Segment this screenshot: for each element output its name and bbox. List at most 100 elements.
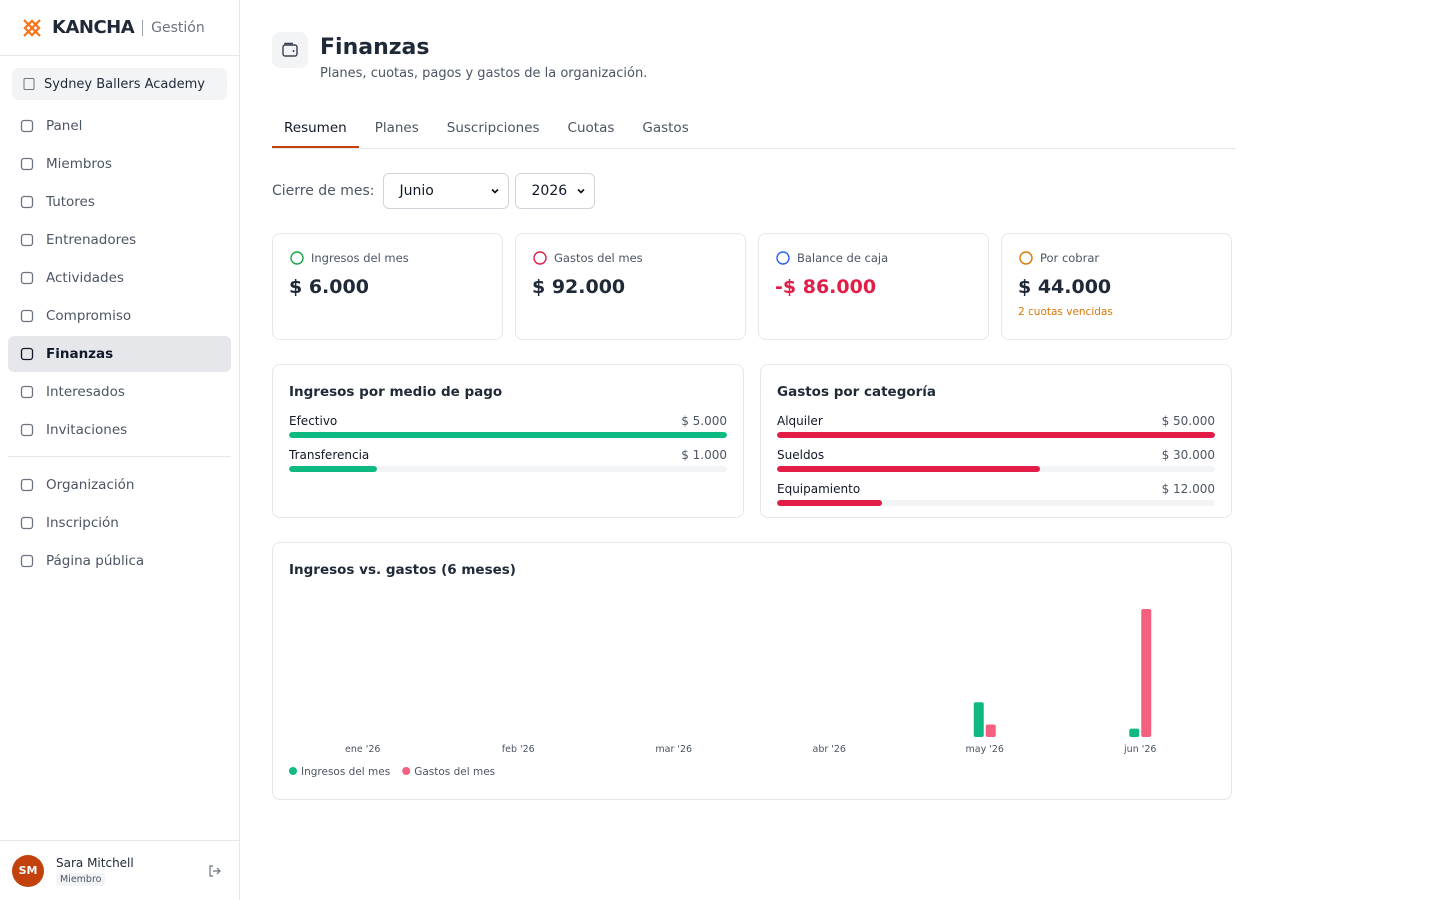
nav-label: Inscripción (46, 515, 119, 531)
filter-label: Cierre de mes: (272, 183, 375, 199)
nav: Panel Miembros Tutores Entrenadores Activida… (0, 106, 239, 448)
x-tick-label: abr '26 (813, 744, 846, 755)
nav-item[interactable]: Finanzas (8, 336, 231, 372)
page-title: Finanzas (320, 35, 430, 60)
nav-label: Compromiso (46, 308, 132, 324)
year-select[interactable]: 2026 (514, 173, 595, 209)
kpi-value: $ 44.000 (1018, 276, 1112, 298)
sidebar: KANCHA Gestión Sydney Ballers Academy Pa… (0, 0, 240, 900)
nav-label: Panel (46, 118, 83, 134)
kpi-card: Gastos del mes $ 92.000 (515, 233, 746, 340)
breakdown-track (289, 466, 727, 472)
icon (20, 309, 34, 323)
bar (985, 724, 996, 737)
x-tick-label: ene '26 (345, 744, 380, 755)
nav-item[interactable]: Panel (8, 108, 231, 144)
breakdown-row: Efectivo $ 5.000 (289, 414, 727, 438)
nav-label: Organización (46, 477, 135, 493)
nav-label: Entrenadores (46, 232, 137, 248)
icon-shape (20, 119, 34, 133)
nav-item[interactable]: Actividades (8, 260, 231, 296)
breakdown-card: Ingresos por medio de pago Efectivo $ 5.00… (272, 364, 744, 518)
nav-item[interactable]: Invitaciones (8, 412, 231, 448)
nav-label: Interesados (46, 384, 125, 400)
kpi-card: Ingresos del mes $ 6.000 (272, 233, 503, 340)
kpi-icon-shape (776, 251, 790, 265)
user-name: Sara Mitchell (56, 855, 134, 870)
tab[interactable]: Gastos (642, 120, 689, 136)
nav-item[interactable]: Tutores (8, 184, 231, 220)
kpi-label-row: Por cobrar (1018, 250, 1231, 266)
icon-shape (20, 157, 34, 171)
breakdown-bar (777, 432, 1215, 438)
nav-item[interactable]: Página pública (8, 543, 231, 579)
breakdown-category: Alquiler (777, 414, 823, 428)
breakdown-value: $ 12.000 (1161, 482, 1215, 496)
kpi-label-row: Gastos del mes (532, 250, 745, 266)
breakdown-bar (777, 500, 883, 506)
legend-swatch (402, 767, 411, 775)
year-value: 2026 (531, 183, 568, 199)
icon (20, 157, 34, 171)
chart-title: Ingresos vs. gastos (6 meses) (289, 562, 516, 578)
tab[interactable]: Cuotas (567, 120, 615, 136)
icon-shape (20, 309, 34, 323)
kpi-icon-shape (1019, 251, 1033, 265)
kpi-icon-shape (290, 251, 304, 265)
breakdown-title: Ingresos por medio de pago (289, 384, 503, 400)
nav-secondary: Organización Inscripción Página pública (0, 465, 239, 579)
icon (20, 423, 34, 437)
legend-label: Ingresos del mes (301, 766, 390, 778)
kpi-icon (533, 251, 547, 265)
breakdown-labels: Equipamiento $ 12.000 (777, 482, 1215, 496)
user: SM Sara Mitchell Miembro (0, 840, 239, 900)
x-tick-label: jun '26 (1123, 744, 1156, 755)
kpi-card: Por cobrar $ 44.000 2 cuotas vencidas (1001, 233, 1232, 340)
breakdown-row: Equipamiento $ 12.000 (777, 482, 1215, 506)
nav-label: Miembros (46, 156, 112, 172)
icon (20, 385, 34, 399)
avatar: SM (12, 854, 44, 887)
kpi-value: $ 6.000 (289, 276, 369, 298)
nav-item[interactable]: Inscripción (8, 505, 231, 541)
org-switcher[interactable]: Sydney Ballers Academy (12, 68, 227, 100)
nav-item[interactable]: Miembros (8, 146, 231, 182)
icon (20, 119, 34, 133)
tab[interactable]: Resumen (272, 110, 359, 148)
filter: Cierre de mes: Junio 2026 (272, 173, 595, 209)
month-select[interactable]: Junio (382, 173, 509, 209)
nav-item[interactable]: Entrenadores (8, 222, 231, 258)
icon-shape (20, 516, 34, 530)
tab[interactable]: Planes (374, 120, 419, 136)
chart: ene '26 feb '26 mar '26 abr '26 may '26 jun '… (289, 609, 1156, 778)
kpi-icon-shape (533, 251, 547, 265)
icon-shape (20, 554, 34, 568)
breakdown-category: Efectivo (289, 414, 338, 428)
icon (20, 195, 34, 209)
icon (20, 233, 34, 247)
icon-shape (20, 423, 34, 437)
tabs: Resumen Planes Suscripciones Cuotas Gastos (272, 110, 1236, 149)
breakdown-value: $ 5.000 (681, 414, 727, 428)
month-value: Junio (399, 183, 434, 199)
nav-item[interactable]: Interesados (8, 374, 231, 410)
icon-shape (20, 347, 34, 361)
breakdown-row: Sueldos $ 30.000 (777, 448, 1215, 472)
nav-label: Página pública (46, 553, 145, 569)
icon (20, 271, 34, 285)
icon (20, 347, 34, 361)
kpi-icon (1019, 251, 1033, 265)
nav-item[interactable]: Organización (8, 467, 231, 503)
logout[interactable] (207, 863, 223, 879)
tab[interactable]: Suscripciones (446, 120, 540, 136)
kpi-label: Ingresos del mes (311, 251, 409, 265)
icon-shape (20, 233, 34, 247)
header-icon (272, 32, 308, 68)
bar (1141, 609, 1152, 737)
breakdown-category: Transferencia (289, 448, 370, 462)
breakdown-track (777, 432, 1215, 438)
nav-item[interactable]: Compromiso (8, 298, 231, 334)
kpi-label: Balance de caja (797, 251, 889, 265)
breakdown-row: Alquiler $ 50.000 (777, 414, 1215, 438)
